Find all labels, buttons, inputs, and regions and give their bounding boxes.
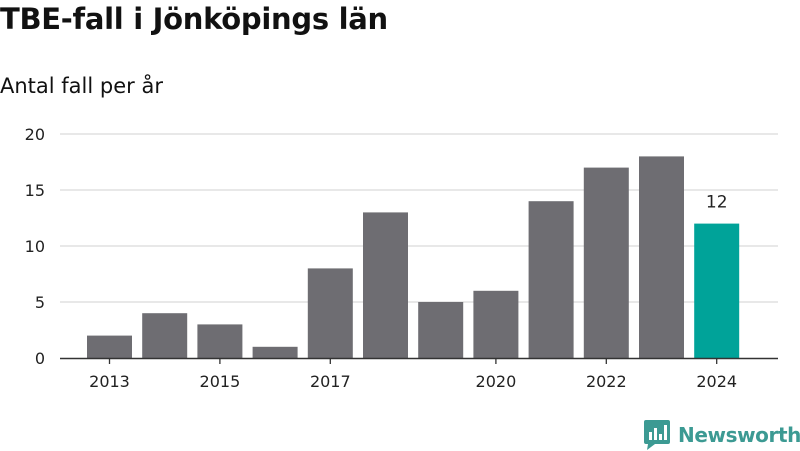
- newsworthy-logo-icon: [644, 420, 670, 450]
- y-tick-label: 0: [35, 349, 45, 368]
- bar-2022: [583, 167, 629, 358]
- x-tick-label: 2020: [476, 372, 517, 391]
- y-tick-label: 20: [25, 125, 45, 144]
- bar-2013: [87, 335, 132, 358]
- x-tick-label: 2017: [310, 372, 351, 391]
- bar-2014: [142, 313, 188, 358]
- y-tick-label: 15: [25, 181, 45, 200]
- x-tick-label: 2022: [586, 372, 627, 391]
- bar-2019: [418, 302, 464, 358]
- chart-subtitle: Antal fall per år: [0, 74, 163, 98]
- bar-2017: [307, 268, 353, 358]
- bar-2021: [528, 201, 574, 358]
- y-tick-label: 10: [25, 237, 45, 256]
- data-label-2024: 12: [706, 193, 728, 213]
- x-tick-label: 2015: [200, 372, 241, 391]
- bar-2015: [197, 324, 243, 358]
- x-tick-label: 2013: [89, 372, 130, 391]
- bar-2018: [363, 212, 408, 358]
- data-labels: 12: [706, 193, 728, 213]
- bar-2016: [252, 346, 298, 358]
- chart-title: TBE-fall i Jönköpings län: [0, 2, 388, 36]
- bar-2020: [473, 290, 519, 358]
- bar-2023: [639, 156, 684, 358]
- bars: [87, 156, 740, 358]
- x-axis-ticks: 2013 2015 2017 2020 2022 2024: [89, 358, 737, 391]
- x-tick-label: 2024: [696, 372, 737, 391]
- y-tick-label: 5: [35, 293, 45, 312]
- y-axis-ticks: 0 5 10 15 20: [25, 125, 45, 368]
- bar-2024: [694, 223, 740, 358]
- newsworthy-branding: Newsworthy: [644, 419, 800, 451]
- newsworthy-label: Newsworthy: [678, 423, 800, 447]
